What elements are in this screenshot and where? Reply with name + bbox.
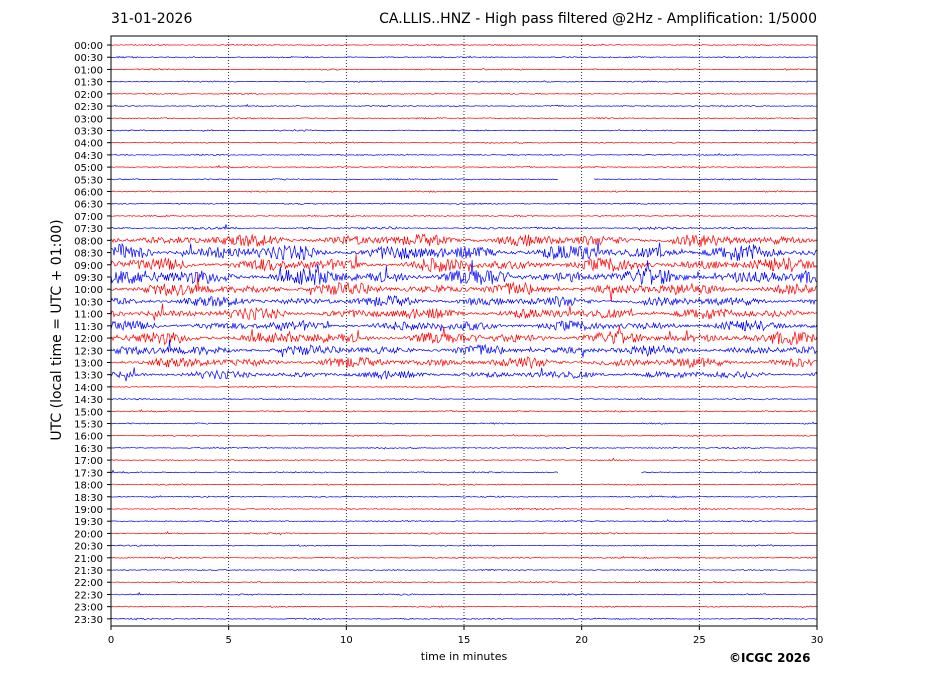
x-tick-label: 30 [811, 635, 824, 646]
trace-row-1730 [110, 469, 818, 474]
y-tick-label: 16:30 [74, 444, 103, 455]
y-tick-label: 05:30 [74, 175, 103, 186]
y-tick-label: 06:00 [74, 188, 103, 199]
trace-row-0430 [110, 153, 818, 157]
y-tick-label: 23:30 [74, 615, 103, 626]
y-tick-label: 09:00 [74, 261, 103, 272]
trace-row-0400 [110, 141, 818, 144]
y-tick-label: 15:00 [74, 407, 103, 418]
y-tick-label: 03:30 [74, 126, 103, 137]
y-tick-label: 07:00 [74, 212, 103, 223]
trace-row-0700 [110, 214, 818, 218]
y-tick-label: 13:30 [74, 371, 103, 382]
trace-row-1930 [110, 519, 818, 523]
y-tick-label: 20:00 [74, 529, 103, 540]
trace-row-2030 [110, 544, 818, 547]
y-tick-label: 17:30 [74, 468, 103, 479]
plot-title: CA.LLIS..HNZ - High pass filtered @2Hz -… [379, 11, 817, 27]
trace-row-2000 [110, 531, 817, 536]
y-tick-label: 12:00 [74, 334, 103, 345]
trace-row-1300 [110, 356, 818, 370]
y-tick-label: 06:30 [74, 200, 103, 211]
plot-frame [110, 35, 818, 627]
y-tick-label: 17:00 [74, 456, 103, 467]
y-tick-label: 19:00 [74, 505, 103, 516]
trace-row-0530 [110, 178, 817, 181]
x-tick-label: 5 [225, 635, 231, 646]
y-tick-label: 00:30 [74, 53, 103, 64]
grid-layer [228, 36, 700, 626]
trace-row-0330 [110, 129, 818, 132]
y-tick-label: 07:30 [74, 224, 103, 235]
y-tick-label: 03:00 [74, 114, 103, 125]
y-tick-label: 01:00 [74, 65, 103, 76]
y-tick-label: 11:30 [74, 322, 103, 333]
y-tick-label: 22:30 [74, 590, 103, 601]
x-tick-label: 25 [693, 635, 706, 646]
y-tick-label: 08:30 [74, 249, 103, 260]
y-tick-label: 00:00 [74, 41, 103, 52]
y-tick-label: 18:30 [74, 493, 103, 504]
y-tick-label: 22:00 [74, 578, 103, 589]
y-tick-label: 16:00 [74, 432, 103, 443]
y-tick-label: 05:00 [74, 163, 103, 174]
y-tick-label: 09:30 [74, 273, 103, 284]
trace-row-1830 [110, 495, 818, 498]
y-tick-label: 04:30 [74, 151, 103, 162]
y-tick-label: 10:00 [74, 285, 103, 296]
plot-date: 31-01-2026 [111, 11, 193, 27]
y-tick-label: 02:00 [74, 90, 103, 101]
y-tick-label: 21:00 [74, 554, 103, 565]
y-tick-label: 10:30 [74, 297, 103, 308]
x-tick-label: 10 [340, 635, 353, 646]
trace-row-0300 [111, 116, 817, 120]
y-tick-label: 12:30 [74, 346, 103, 357]
y-tick-label: 20:30 [74, 542, 103, 553]
y-tick-label: 14:00 [74, 383, 103, 394]
y-axis-label: UTC (local time = UTC + 01:00) [49, 219, 65, 441]
trace-row-0630 [110, 202, 818, 206]
y-tick-label: 14:30 [74, 395, 103, 406]
x-axis: 0 5 10 15 20 25 30 [108, 626, 824, 646]
trace-row-0600 [110, 190, 818, 193]
x-axis-label: time in minutes [420, 650, 508, 663]
trace-row-1200 [110, 325, 818, 346]
y-tick-label: 02:30 [74, 102, 103, 113]
y-tick-label: 13:00 [74, 358, 103, 369]
y-tick-label: 08:00 [74, 236, 103, 247]
y-tick-label: 21:30 [74, 566, 103, 577]
y-tick-label: 23:00 [74, 603, 103, 614]
x-tick-label: 20 [575, 635, 588, 646]
y-tick-label: 11:00 [74, 310, 103, 321]
y-tick-label: 01:30 [74, 78, 103, 89]
x-tick-label: 0 [108, 635, 114, 646]
trace-row-1800 [110, 483, 818, 486]
x-tick-label: 15 [458, 635, 471, 646]
trace-row-0830 [110, 241, 818, 262]
trace-row-1230 [110, 339, 818, 358]
trace-row-0900 [110, 254, 818, 273]
y-tick-label: 04:00 [74, 139, 103, 150]
y-tick-label: 15:30 [74, 420, 103, 431]
y-tick-label: 18:00 [74, 481, 103, 492]
trace-row-2100 [111, 556, 818, 560]
copyright-text: ©ICGC 2026 [729, 651, 811, 665]
trace-row-0500 [110, 164, 818, 169]
trace-row-1900 [110, 507, 817, 511]
y-tick-label: 19:30 [74, 517, 103, 528]
trace-layer [110, 43, 818, 621]
